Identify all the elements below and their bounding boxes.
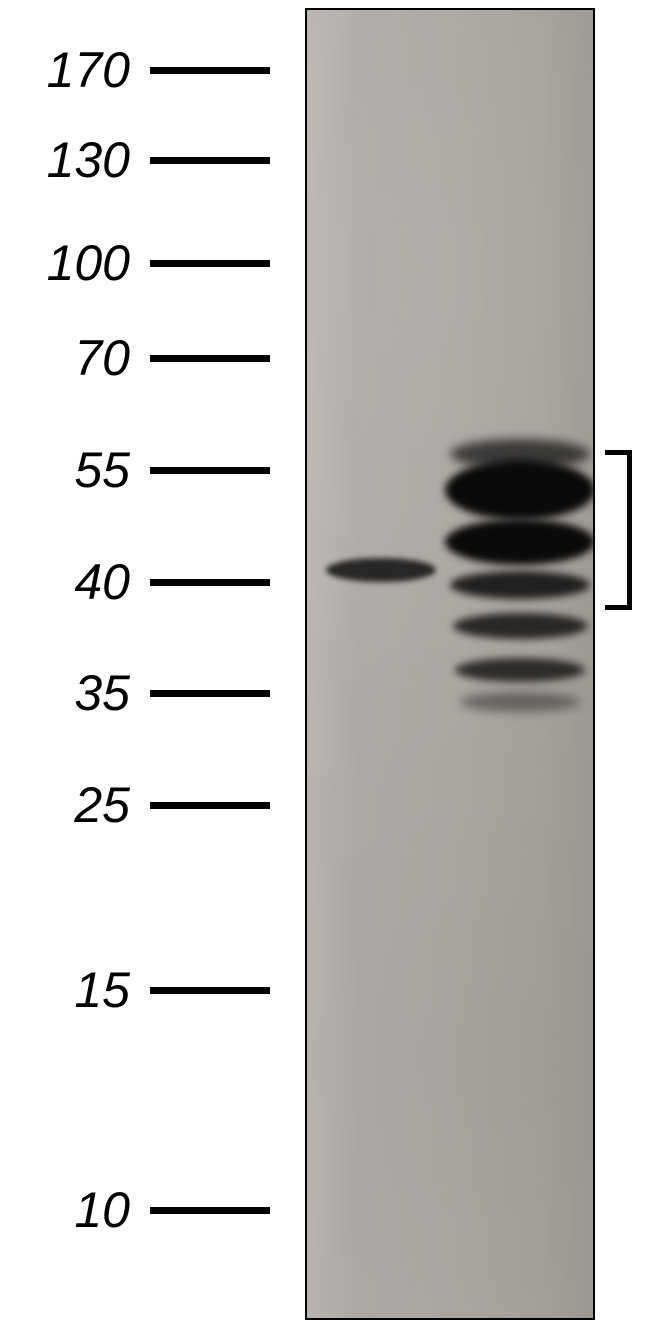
- band-bracket-indicator: [605, 450, 632, 610]
- band-lane2-7: [460, 692, 580, 712]
- ladder-label-10: 10: [74, 1185, 130, 1235]
- western-blot-figure: 170 130 100 70 55 40 35 25 15 10: [0, 0, 650, 1328]
- ladder-tick-15: [150, 987, 270, 994]
- ladder-label-40: 40: [74, 557, 130, 607]
- ladder-tick-100: [150, 260, 270, 267]
- ladder-label-15: 15: [74, 965, 130, 1015]
- band-lane2-6: [455, 658, 585, 682]
- ladder-tick-10: [150, 1207, 270, 1214]
- ladder-label-170: 170: [47, 45, 130, 95]
- ladder-label-70: 70: [74, 333, 130, 383]
- band-lane2-3: [445, 519, 595, 565]
- ladder-tick-35: [150, 690, 270, 697]
- band-lane2-5: [453, 613, 588, 639]
- band-lane1-0: [326, 558, 436, 582]
- ladder-tick-130: [150, 157, 270, 164]
- ladder-label-100: 100: [47, 238, 130, 288]
- ladder-tick-40: [150, 579, 270, 586]
- ladder-tick-70: [150, 355, 270, 362]
- ladder-tick-25: [150, 802, 270, 809]
- band-lane2-4: [450, 571, 590, 599]
- ladder-tick-55: [150, 467, 270, 474]
- ladder-label-130: 130: [47, 135, 130, 185]
- bracket-arm-top: [605, 450, 632, 455]
- blot-membrane: [305, 8, 595, 1320]
- bracket-arm-bottom: [605, 605, 632, 610]
- bracket-vertical: [627, 450, 632, 610]
- ladder-label-35: 35: [74, 668, 130, 718]
- ladder-tick-170: [150, 67, 270, 74]
- ladder-label-25: 25: [74, 780, 130, 830]
- band-lane2-2: [445, 460, 595, 520]
- ladder-label-55: 55: [74, 445, 130, 495]
